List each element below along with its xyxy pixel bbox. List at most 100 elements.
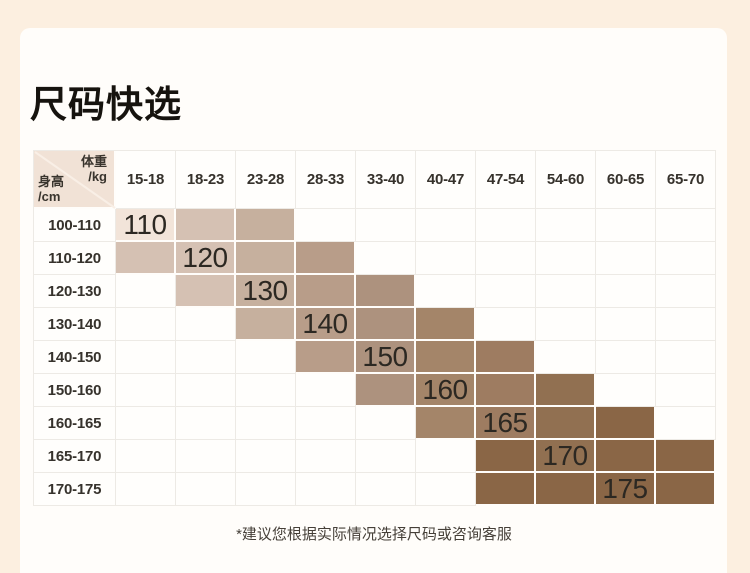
size-cell <box>656 440 716 473</box>
empty-cell <box>356 242 416 275</box>
empty-cell <box>536 341 596 374</box>
weight-header-cell: 18-23 <box>176 151 236 209</box>
empty-cell <box>176 341 236 374</box>
empty-cell <box>656 407 716 440</box>
size-cell <box>296 341 356 374</box>
empty-cell <box>416 242 476 275</box>
size-cell <box>656 473 716 506</box>
size-cell <box>236 308 296 341</box>
size-cell <box>116 242 176 275</box>
empty-cell <box>116 473 176 506</box>
height-header-cell: 130-140 <box>34 308 116 341</box>
empty-cell <box>656 209 716 242</box>
size-label: 160 <box>422 373 468 405</box>
height-header-cell: 140-150 <box>34 341 116 374</box>
empty-cell <box>656 341 716 374</box>
empty-cell <box>416 473 476 506</box>
height-header-cell: 110-120 <box>34 242 116 275</box>
size-cell: 170 <box>536 440 596 473</box>
empty-cell <box>596 341 656 374</box>
empty-cell <box>596 374 656 407</box>
size-label: 130 <box>242 274 288 306</box>
empty-cell <box>656 242 716 275</box>
empty-cell <box>116 374 176 407</box>
empty-cell <box>536 242 596 275</box>
empty-cell <box>656 374 716 407</box>
empty-cell <box>236 407 296 440</box>
height-header-cell: 170-175 <box>34 473 116 506</box>
empty-cell <box>596 242 656 275</box>
size-cell <box>536 473 596 506</box>
empty-cell <box>176 473 236 506</box>
height-header-cell: 150-160 <box>34 374 116 407</box>
weight-axis-label: 体重 /kg <box>80 154 107 184</box>
empty-cell <box>656 275 716 308</box>
weight-header-cell: 54-60 <box>536 151 596 209</box>
empty-cell <box>596 308 656 341</box>
empty-cell <box>116 275 176 308</box>
footnote: *建议您根据实际情况选择尺码或咨询客服 <box>236 526 512 543</box>
height-header-cell: 160-165 <box>34 407 116 440</box>
empty-cell <box>656 308 716 341</box>
empty-cell <box>296 407 356 440</box>
size-label: 175 <box>602 472 648 504</box>
empty-cell <box>536 275 596 308</box>
size-cell <box>416 308 476 341</box>
size-cell <box>536 374 596 407</box>
empty-cell <box>536 308 596 341</box>
size-cell <box>236 209 296 242</box>
page-title: 尺码快选 <box>30 84 182 125</box>
empty-cell <box>116 440 176 473</box>
empty-cell <box>356 407 416 440</box>
empty-cell <box>176 440 236 473</box>
empty-cell <box>356 473 416 506</box>
size-cell <box>356 275 416 308</box>
size-cell: 110 <box>116 209 176 242</box>
size-label: 140 <box>302 307 348 339</box>
size-cell <box>476 473 536 506</box>
weight-header-cell: 23-28 <box>236 151 296 209</box>
empty-cell <box>236 341 296 374</box>
size-grid: 体重 /kg 身高 /cm 15-18 18-23 23-28 28-33 33-40 4… <box>33 150 716 506</box>
empty-cell <box>416 440 476 473</box>
size-cell <box>296 275 356 308</box>
empty-cell <box>356 209 416 242</box>
height-header-cell: 120-130 <box>34 275 116 308</box>
empty-cell <box>476 209 536 242</box>
size-label: 165 <box>482 406 528 438</box>
size-chart-card: 尺码快选 体重 /kg 身高 /cm 15-18 18-23 23-28 28-33 3… <box>20 28 727 573</box>
weight-header-cell: 40-47 <box>416 151 476 209</box>
weight-header-cell: 33-40 <box>356 151 416 209</box>
size-cell <box>356 374 416 407</box>
empty-cell <box>296 440 356 473</box>
size-cell <box>416 407 476 440</box>
empty-cell <box>296 374 356 407</box>
empty-cell <box>176 374 236 407</box>
size-cell <box>536 407 596 440</box>
weight-header-cell: 28-33 <box>296 151 356 209</box>
size-cell <box>176 275 236 308</box>
size-cell <box>356 308 416 341</box>
empty-cell <box>236 473 296 506</box>
size-cell <box>476 440 536 473</box>
size-cell: 120 <box>176 242 236 275</box>
size-cell <box>476 341 536 374</box>
empty-cell <box>596 209 656 242</box>
size-cell: 165 <box>476 407 536 440</box>
size-cell <box>596 440 656 473</box>
size-label: 110 <box>123 208 167 240</box>
diagonal-divider <box>34 151 116 209</box>
empty-cell <box>536 209 596 242</box>
empty-cell <box>356 440 416 473</box>
size-cell: 130 <box>236 275 296 308</box>
empty-cell <box>176 308 236 341</box>
size-label: 120 <box>182 241 228 273</box>
empty-cell <box>296 473 356 506</box>
empty-cell <box>236 440 296 473</box>
grid-corner-cell: 体重 /kg 身高 /cm <box>34 151 116 209</box>
empty-cell <box>476 308 536 341</box>
empty-cell <box>116 308 176 341</box>
empty-cell <box>176 407 236 440</box>
size-label: 170 <box>542 439 588 471</box>
weight-header-cell: 47-54 <box>476 151 536 209</box>
